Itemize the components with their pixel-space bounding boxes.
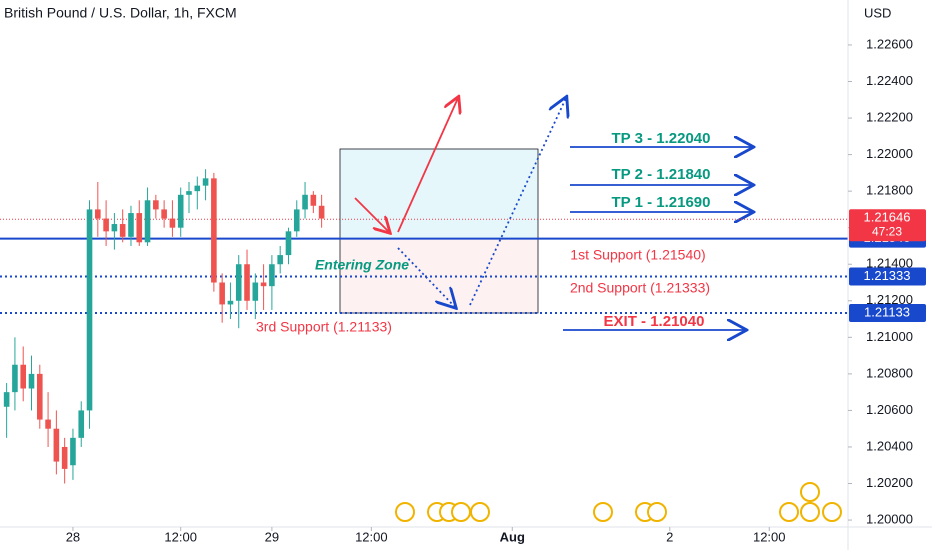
y-tick-label: 1.20800 <box>866 365 913 380</box>
event-icon <box>451 502 471 522</box>
candle-body <box>153 200 159 210</box>
candle-body <box>45 419 51 429</box>
x-tick-label: 12:00 <box>355 529 388 544</box>
y-tick-label: 1.20200 <box>866 475 913 490</box>
event-icon <box>395 502 415 522</box>
y-tick-label: 1.20000 <box>866 512 913 527</box>
candle-body <box>169 218 176 228</box>
candle-body <box>136 213 143 243</box>
arrow <box>397 98 458 233</box>
candle-body <box>119 224 126 237</box>
annotation: Entering Zone <box>315 257 409 273</box>
price-badge <box>849 267 926 286</box>
candle-body <box>235 264 242 301</box>
candle-body <box>219 282 225 305</box>
entry-zone <box>339 238 539 314</box>
chart-title: British Pound / U.S. Dollar, 1h, FXCM <box>4 5 237 21</box>
annotation: TP 1 - 1.21690 <box>612 194 711 211</box>
y-tick-label: 1.21800 <box>866 183 913 198</box>
candle-body <box>144 200 151 243</box>
annotation: 3rd Support (1.21133) <box>256 319 392 335</box>
candle-body <box>161 209 167 219</box>
arrows <box>354 98 752 330</box>
candle-body <box>3 392 10 407</box>
price-badge-label: 1.21646 <box>864 210 911 225</box>
candle-body <box>244 264 250 301</box>
y-tick-label: 1.21000 <box>866 329 913 344</box>
candle-body <box>260 282 267 287</box>
annotation: EXIT - 1.21040 <box>604 313 705 330</box>
event-icons <box>395 482 842 522</box>
y-tick-label: 1.22000 <box>866 146 913 161</box>
y-tick-label: 1.21400 <box>866 256 913 271</box>
y-tick-label: 1.22200 <box>866 109 913 124</box>
x-tick-label: 12:00 <box>164 529 197 544</box>
candle-body <box>20 364 27 389</box>
candle-body <box>78 410 85 438</box>
arrow <box>354 197 389 232</box>
target-zone <box>339 148 539 240</box>
x-tick-label: 12:00 <box>753 529 786 544</box>
candle-body <box>310 194 317 206</box>
event-icon <box>647 502 667 522</box>
y-tick-label: 1.20400 <box>866 438 913 453</box>
arrow <box>397 247 455 307</box>
event-icon <box>593 502 613 522</box>
annotation: 1st Support (1.21540) <box>570 247 705 263</box>
price-badge <box>849 304 926 323</box>
x-tick-label: 29 <box>265 529 279 544</box>
candle-body <box>202 178 209 186</box>
candle-body <box>53 428 60 462</box>
event-icon <box>800 502 820 522</box>
candle-body <box>252 282 259 301</box>
event-icon <box>779 502 799 522</box>
candle-body <box>277 255 283 265</box>
candle-body <box>12 364 18 393</box>
y-tick-label: 1.22400 <box>866 73 913 88</box>
candle-body <box>227 300 234 305</box>
x-tick-label: 2 <box>666 529 673 544</box>
annotation: TP 2 - 1.21840 <box>612 166 711 183</box>
y-tick-label: 1.21200 <box>866 292 913 307</box>
candle-body <box>194 185 201 192</box>
candle-body <box>128 213 134 237</box>
candle-body <box>293 209 300 232</box>
price-badge-label: 1.21133 <box>864 304 910 319</box>
candle-body <box>61 446 68 469</box>
plot-area <box>339 148 539 314</box>
event-icon <box>822 502 842 522</box>
candle-body <box>95 209 101 219</box>
candle-body <box>103 218 109 232</box>
event-icon <box>800 482 820 502</box>
price-badge <box>849 209 926 242</box>
arrow <box>469 98 566 306</box>
candle-body <box>186 191 192 195</box>
annotation: TP 3 - 1.22040 <box>612 130 711 147</box>
event-icon <box>470 502 490 522</box>
x-tick-label: 28 <box>66 529 80 544</box>
candle-body <box>111 224 118 232</box>
candle-body <box>36 373 43 420</box>
candle-body <box>177 194 184 228</box>
candle-body <box>318 205 325 219</box>
y-tick-label: 1.22600 <box>866 36 913 51</box>
y-tick-label: 1.20600 <box>866 402 913 417</box>
candle-body <box>70 437 76 466</box>
x-tick-label: Aug <box>500 529 525 544</box>
candle-body <box>211 178 217 283</box>
candle-body <box>269 264 275 287</box>
candle-body <box>86 209 93 411</box>
candle-body <box>285 231 292 256</box>
annotation: 2nd Support (1.21333) <box>570 280 710 296</box>
price-badge-label: 1.21333 <box>864 268 911 283</box>
candle-body <box>302 194 308 210</box>
countdown: 47:23 <box>872 224 902 238</box>
candle-body <box>28 373 35 389</box>
y-axis-label: USD <box>864 5 891 20</box>
